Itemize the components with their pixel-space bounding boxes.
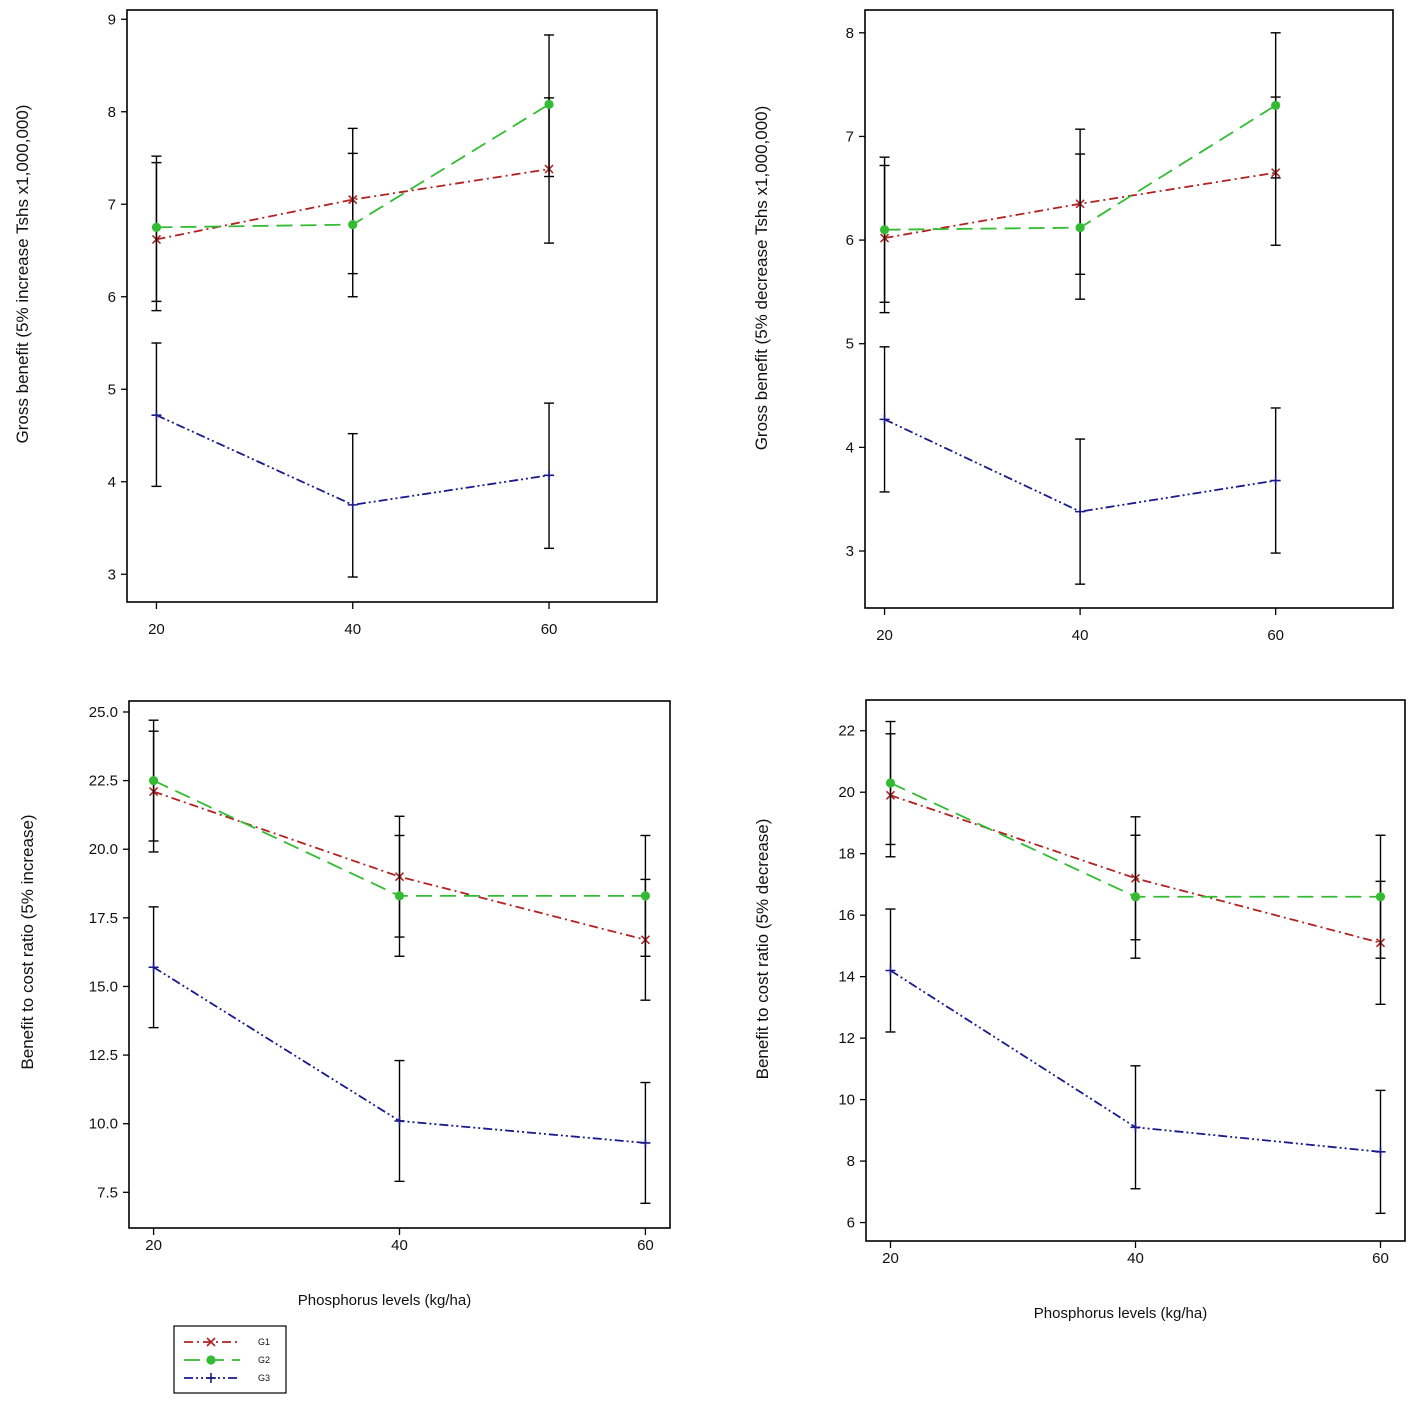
x-tick-label: 60 <box>541 621 558 638</box>
y-tick-label: 5 <box>846 336 854 353</box>
data-point <box>151 222 162 232</box>
data-point <box>1270 475 1281 486</box>
data-point <box>1375 1146 1386 1157</box>
legend-marker <box>206 1373 216 1383</box>
x-tick-label: 20 <box>882 1250 899 1267</box>
y-axis-label: Benefit to cost ratio (5% decrease) <box>753 819 772 1080</box>
y-tick-label: 15.0 <box>89 978 118 995</box>
y-tick-label: 9 <box>108 11 116 28</box>
y-tick-label: 22.5 <box>89 773 118 790</box>
data-point <box>148 775 159 786</box>
data-point <box>394 891 405 901</box>
chart-panel-1: 3 4 5 6 7 8 9 20 40 60 Gross benefit (5% increase … <box>13 9 658 638</box>
x-tick-label: 40 <box>344 621 361 638</box>
series-g2 <box>885 720 1386 959</box>
data-point <box>640 891 651 901</box>
y-tick-label: 5 <box>108 381 116 398</box>
data-point <box>348 220 358 230</box>
y-tick-label: 3 <box>108 566 116 583</box>
data-point <box>347 499 358 510</box>
legend-marker <box>206 1337 216 1347</box>
series-g2 <box>148 719 651 957</box>
data-point <box>1130 892 1141 902</box>
data-point <box>544 470 555 481</box>
legend-label: G2 <box>258 1355 270 1365</box>
data-point <box>640 1137 651 1148</box>
x-tick-label: 60 <box>1372 1250 1389 1267</box>
y-tick-label: 4 <box>108 474 116 491</box>
y-tick-label: 6 <box>108 289 116 306</box>
series-g3 <box>148 906 651 1204</box>
chart-panel-4: 6 8 10 12 14 16 18 20 22 20 40 60 Benefit to cost ra… <box>753 699 1406 1322</box>
series-g3 <box>151 342 555 578</box>
y-tick-label: 25.0 <box>89 704 118 721</box>
data-point <box>148 962 159 973</box>
data-point <box>1375 892 1386 902</box>
data-point <box>885 965 896 976</box>
data-point <box>394 1115 405 1126</box>
y-tick-label: 7.5 <box>97 1184 118 1201</box>
data-point <box>151 410 162 421</box>
series-g2 <box>151 34 555 303</box>
data-point <box>879 225 890 235</box>
y-tick-label: 7 <box>108 196 116 213</box>
legend-label: G1 <box>258 1337 270 1347</box>
series-g3 <box>885 908 1386 1215</box>
y-tick-label: 14 <box>838 969 855 986</box>
y-tick-label: 10 <box>838 1092 855 1109</box>
y-tick-label: 20 <box>838 784 855 801</box>
series-g3 <box>879 346 1281 585</box>
x-tick-label: 40 <box>1127 1250 1144 1267</box>
y-tick-label: 8 <box>846 25 854 42</box>
data-point <box>879 414 890 425</box>
x-tick-label: 20 <box>145 1237 162 1254</box>
y-axis-label: Gross benefit (5% increase Tshs x1,000,0… <box>13 105 32 444</box>
legend-marker <box>206 1355 216 1365</box>
data-point <box>885 778 896 788</box>
y-tick-label: 18 <box>838 846 855 863</box>
x-axis-label: Phosphorus levels (kg/ha) <box>1034 1305 1207 1322</box>
x-tick-label: 20 <box>876 627 893 644</box>
chart-panel-3: 7.5 10.0 12.5 15.0 17.5 20.0 22.5 25.0 20 40 60 Ben… <box>18 700 671 1309</box>
y-tick-label: 12.5 <box>89 1047 118 1064</box>
y-tick-label: 10.0 <box>89 1116 118 1133</box>
y-tick-label: 7 <box>846 128 854 145</box>
data-point <box>1075 223 1085 233</box>
y-tick-label: 3 <box>846 543 854 560</box>
data-point <box>1130 1122 1141 1133</box>
chart-panel-2: 3 4 5 6 7 8 20 40 60 Gross benefit (5% decrease T… <box>752 9 1394 644</box>
y-tick-label: 22 <box>838 723 855 740</box>
y-tick-label: 4 <box>846 439 854 456</box>
y-axis-label: Benefit to cost ratio (5% increase) <box>18 814 37 1069</box>
y-tick-label: 12 <box>838 1030 855 1047</box>
x-tick-label: 60 <box>1267 627 1284 644</box>
x-tick-label: 40 <box>391 1237 408 1254</box>
y-tick-label: 6 <box>847 1215 855 1232</box>
y-tick-label: 20.0 <box>89 841 118 858</box>
x-tick-label: 20 <box>148 621 165 638</box>
plot-frame <box>126 9 658 603</box>
y-tick-label: 8 <box>847 1153 855 1170</box>
data-point <box>544 99 554 109</box>
data-point <box>1271 100 1281 110</box>
series-g2 <box>879 32 1281 303</box>
y-tick-label: 16 <box>838 907 855 924</box>
x-axis-label: Phosphorus levels (kg/ha) <box>298 1292 471 1309</box>
legend-label: G3 <box>258 1373 270 1383</box>
y-tick-label: 8 <box>108 104 116 121</box>
x-tick-label: 60 <box>637 1237 654 1254</box>
y-tick-label: 6 <box>846 232 854 249</box>
legend: G1 G2 G3 <box>173 1325 287 1394</box>
data-point <box>1075 506 1086 517</box>
y-tick-label: 17.5 <box>89 910 118 927</box>
y-axis-label: Gross benefit (5% decrease Tshs x1,000,0… <box>752 106 771 451</box>
plot-frame <box>864 9 1394 609</box>
x-tick-label: 40 <box>1072 627 1089 644</box>
